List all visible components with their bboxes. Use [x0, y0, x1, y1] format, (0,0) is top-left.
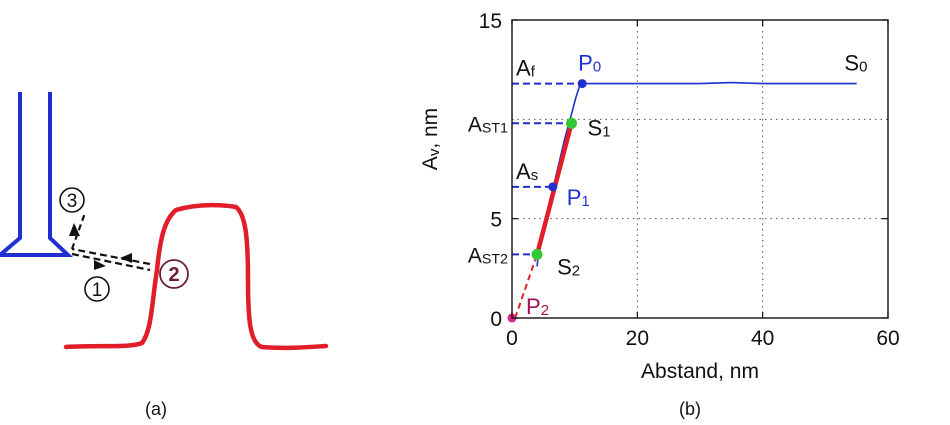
y-axis-label: Av, nm	[419, 108, 443, 170]
panel-a: 3 1 2 (a)	[0, 92, 329, 419]
label-s1-sub: 1	[602, 123, 610, 140]
grid-layer	[512, 20, 888, 318]
y-tick-label: 15	[479, 10, 502, 33]
point-s1-marker	[566, 117, 578, 129]
arrow-right-icon	[94, 260, 106, 270]
label-p2-sub: 2	[541, 302, 549, 319]
label-af-main: A	[516, 56, 531, 81]
label-s1: S1	[588, 115, 611, 140]
label-ast1: AST1	[468, 113, 508, 136]
x-tick-label: 0	[506, 327, 518, 350]
label-p2-main: P	[526, 294, 541, 319]
arrow-left-icon	[120, 253, 132, 263]
label-s2-sub: 2	[572, 263, 580, 280]
label-ast2: AST2	[468, 244, 508, 267]
step-1-circle	[84, 276, 110, 302]
label-ast2-sub: ST2	[482, 251, 508, 267]
label-s0: S0	[844, 51, 867, 76]
sample-profile-icon	[63, 202, 329, 351]
y-axis-label-main: A	[419, 156, 442, 170]
label-ast1-sub: ST1	[482, 120, 508, 136]
path-to-sample	[71, 252, 151, 272]
label-p2: P2	[526, 294, 549, 319]
point-p0-marker	[577, 79, 587, 89]
label-s0-sub: 0	[859, 59, 867, 76]
y-tick-label: 0	[490, 308, 502, 331]
approach-curve-line	[536, 81, 857, 267]
label-s0-main: S	[844, 51, 859, 76]
y-axis-label-sub: v	[426, 148, 443, 156]
step-1-label: 1	[92, 280, 103, 301]
step-2-label: 2	[168, 264, 179, 286]
plot-frame	[511, 19, 889, 319]
label-p1: P1	[567, 185, 590, 210]
path-retract	[70, 212, 87, 250]
reference-lines	[512, 82, 583, 256]
step-3-label: 3	[67, 191, 78, 212]
afm-tip-icon	[0, 92, 74, 257]
step-2-circle	[159, 259, 189, 289]
label-p0: P0	[578, 51, 601, 76]
label-p0-sub: 0	[593, 59, 601, 76]
x-axis-label: Abstand, nm	[641, 360, 759, 383]
point-p1-marker	[548, 182, 558, 192]
key-points	[507, 79, 587, 323]
label-as: As	[516, 159, 538, 184]
label-p1-sub: 1	[581, 193, 589, 210]
step-3-circle	[59, 187, 85, 213]
label-as-sub: s	[531, 167, 538, 184]
y-tick-label: 5	[490, 209, 502, 232]
label-as-main: A	[516, 159, 531, 184]
label-s1-main: S	[588, 115, 603, 140]
label-ast2-main: A	[468, 244, 482, 267]
label-af-sub: f	[531, 64, 536, 81]
panel-b-caption: (b)	[679, 399, 701, 419]
label-s2-main: S	[557, 254, 572, 279]
path-back	[71, 247, 151, 266]
arrow-up-icon	[69, 223, 80, 236]
label-ast1-main: A	[468, 113, 482, 136]
label-p0-main: P	[578, 51, 593, 76]
x-tick-label: 60	[876, 327, 899, 350]
y-axis-label-unit: , nm	[419, 108, 442, 149]
extrapolation-line	[514, 254, 539, 319]
x-tick-label: 40	[751, 327, 774, 350]
label-s2: S2	[557, 254, 580, 279]
x-tick-label: 20	[626, 327, 649, 350]
panel-a-caption: (a)	[145, 399, 167, 419]
label-af: Af	[516, 56, 536, 81]
label-p1-main: P	[567, 185, 582, 210]
point-s2-marker	[531, 248, 543, 260]
